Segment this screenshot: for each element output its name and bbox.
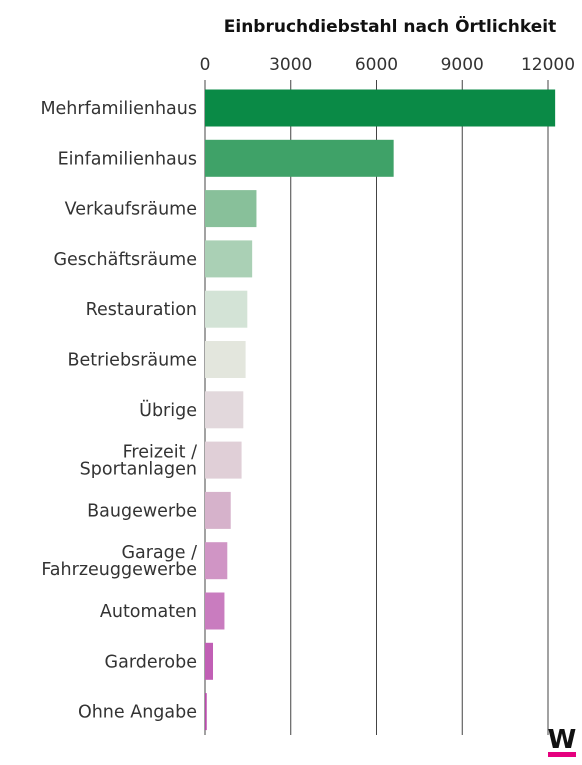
bars <box>205 89 556 731</box>
bar <box>205 441 242 479</box>
category-label: Garage / Fahrzeuggewerbe <box>41 543 197 580</box>
logo-letter: W <box>548 725 577 755</box>
bar <box>205 190 257 228</box>
bar <box>205 542 228 580</box>
category-label: Restauration <box>86 300 197 320</box>
category-label: Einfamilienhaus <box>58 149 197 169</box>
category-label-line: Übrige <box>139 399 197 421</box>
category-label-line: Garage / <box>121 543 197 563</box>
bar <box>205 341 246 378</box>
category-label: Verkaufsräume <box>65 200 197 220</box>
category-label: Ohne Angabe <box>78 703 197 723</box>
x-tick-label: 12000 <box>521 55 575 75</box>
category-label-line: Sportanlagen <box>80 460 197 480</box>
bar <box>205 491 231 529</box>
category-label: Übrige <box>139 399 197 421</box>
category-label: Mehrfamilienhaus <box>40 99 197 119</box>
category-label-line: Restauration <box>86 300 197 320</box>
x-tick-label: 9000 <box>441 55 484 75</box>
logo: W <box>548 725 577 757</box>
category-label-line: Freizeit / <box>123 443 197 463</box>
bar <box>205 89 556 127</box>
category-labels: Mehrfamilienhaus Einfamilienhaus Verkaufsr… <box>40 99 197 723</box>
category-label-line: Mehrfamilienhaus <box>40 99 197 119</box>
category-label-line: Verkaufsräume <box>65 200 197 220</box>
category-label: Garderobe <box>105 652 197 672</box>
x-tick-labels: 0 3000 6000 9000 12000 <box>200 55 575 75</box>
logo-underline <box>548 752 576 757</box>
category-label: Betriebsräume <box>67 351 197 371</box>
category-label-line: Automaten <box>100 602 197 622</box>
bar <box>205 642 214 680</box>
bar <box>205 139 394 177</box>
x-tick-label: 3000 <box>269 55 312 75</box>
category-label: Automaten <box>100 602 197 622</box>
category-label-line: Baugewerbe <box>87 501 197 521</box>
category-label-line: Fahrzeuggewerbe <box>41 560 197 580</box>
category-label-line: Garderobe <box>105 652 197 672</box>
category-label-line: Geschäftsräume <box>53 250 197 270</box>
category-label-line: Einfamilienhaus <box>58 149 197 169</box>
category-label-line: Ohne Angabe <box>78 703 197 723</box>
category-label: Baugewerbe <box>87 501 197 521</box>
bar <box>205 391 244 429</box>
bar <box>205 693 207 731</box>
x-tick-label: 0 <box>200 55 211 75</box>
x-tick-label: 6000 <box>355 55 398 75</box>
bar <box>205 592 225 630</box>
bar <box>205 240 253 278</box>
gridlines <box>204 80 549 735</box>
bar <box>205 290 248 328</box>
category-label-line: Betriebsräume <box>67 351 197 371</box>
chart-title: Einbruchdiebstahl nach Örtlichkeit <box>224 15 556 37</box>
category-label: Geschäftsräume <box>53 250 197 270</box>
category-label: Freizeit / Sportanlagen <box>80 443 197 480</box>
